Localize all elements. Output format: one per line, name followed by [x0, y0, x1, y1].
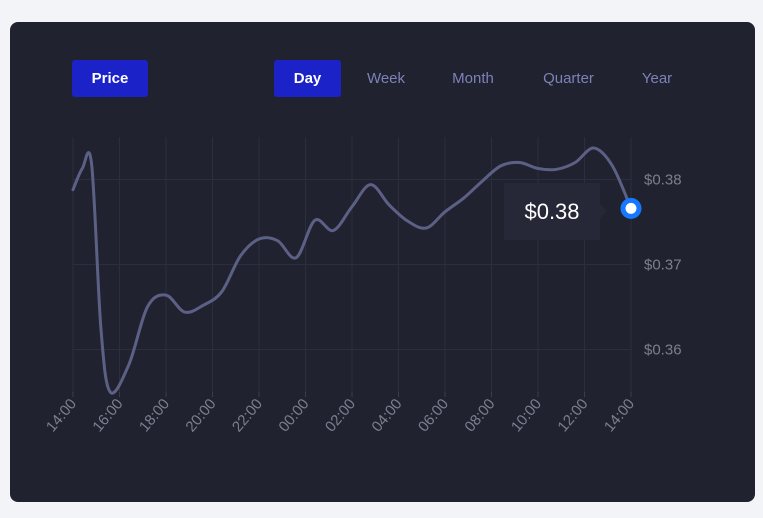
y-axis-ticks: $0.36 $0.37 $0.38 — [644, 172, 682, 359]
x-tick-label: 14:00 — [43, 396, 80, 436]
x-tick-label: 18:00 — [136, 396, 173, 436]
chart-grid — [72, 137, 632, 397]
y-tick-label: $0.37 — [644, 257, 682, 274]
tooltip-arrow — [600, 204, 607, 218]
tab-year[interactable]: Year — [641, 70, 673, 87]
x-axis-ticks: 14:00 16:00 18:00 20:00 22:00 00:00 02:00 04:00… — [43, 396, 638, 436]
current-price-marker[interactable] — [620, 197, 642, 219]
tab-day[interactable]: Day — [274, 60, 341, 97]
price-tooltip: $0.38 — [504, 183, 600, 240]
price-chart: $0.36$0.37$0.38 14:00 16:00 18:00 20:00 22:0… — [43, 137, 682, 436]
x-tick-label: 00:00 — [275, 396, 312, 436]
tab-week[interactable]: Week — [366, 70, 406, 87]
tab-quarter[interactable]: Quarter — [543, 70, 594, 87]
x-tick-label: 16:00 — [89, 396, 126, 436]
x-tick-label: 04:00 — [368, 396, 405, 436]
x-tick-label: 14:00 — [601, 396, 638, 436]
x-tick-label: 12:00 — [554, 396, 591, 436]
x-tick-label: 02:00 — [322, 396, 359, 436]
y-tick-label: $0.38 — [644, 172, 682, 189]
x-tick-label: 20:00 — [182, 396, 219, 436]
x-tick-label: 10:00 — [508, 396, 545, 436]
tab-month[interactable]: Month — [452, 70, 494, 87]
chart-card: Price Day Week Month Quarter Year $0.36 $… — [10, 22, 755, 502]
x-tick-label: 22:00 — [229, 396, 266, 436]
x-tick-label: 06:00 — [415, 396, 452, 436]
y-tick-label: $0.36 — [644, 342, 682, 359]
price-button[interactable]: Price — [72, 60, 148, 97]
price-line — [71, 146, 633, 395]
x-tick-label: 08:00 — [461, 396, 498, 436]
